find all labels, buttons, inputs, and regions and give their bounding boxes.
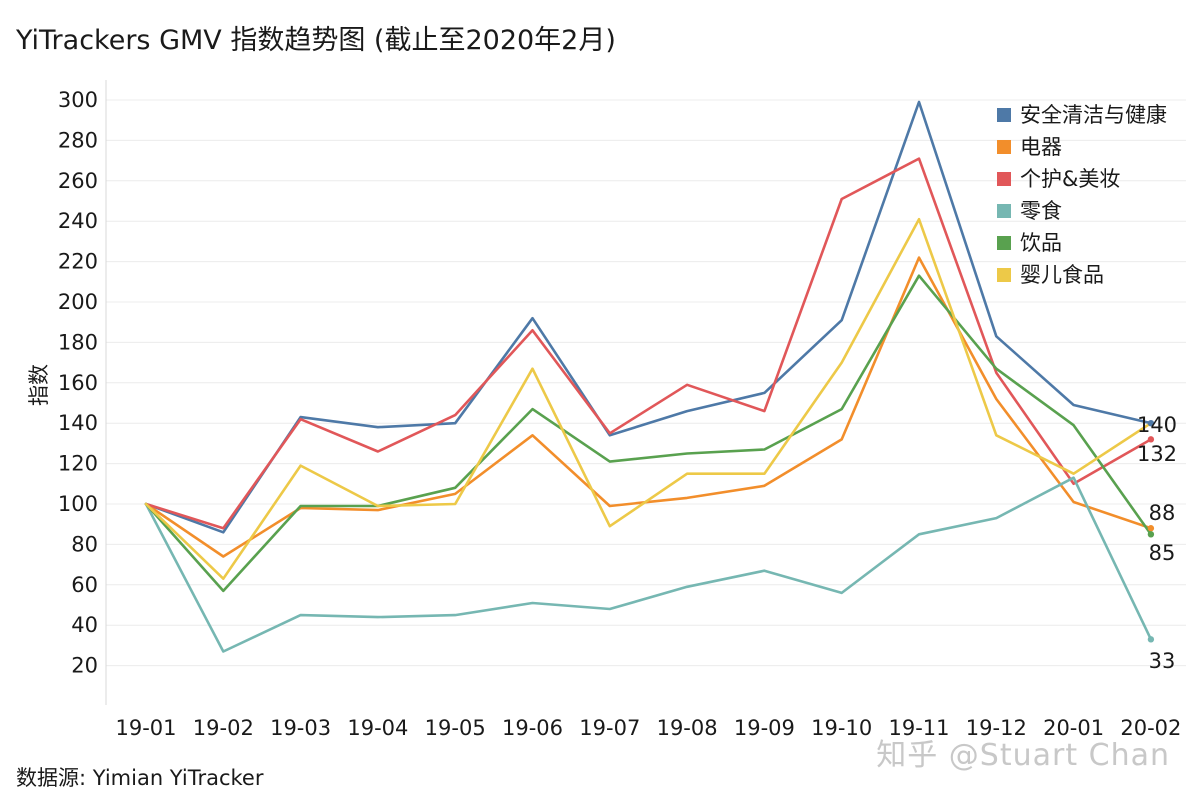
- legend-label: 零食: [1020, 199, 1062, 223]
- x-tick-label: 19-09: [734, 716, 795, 740]
- series-line: [144, 157, 1153, 530]
- x-tick-label: 19-04: [347, 716, 408, 740]
- end-value-label: 85: [1149, 541, 1176, 565]
- series-end-point: [1147, 636, 1155, 643]
- x-tick-label: 19-07: [579, 716, 640, 740]
- legend-label: 婴儿食品: [1020, 263, 1104, 287]
- x-tick-label: 19-01: [115, 716, 176, 740]
- y-tick-label: 60: [71, 573, 98, 597]
- series-line: [144, 274, 1153, 593]
- y-axis-label: 指数: [27, 364, 51, 406]
- y-tick-label: 260: [58, 169, 98, 193]
- y-axis-ticks: 20 40 60 80 100 120 140 160 180 200 220 240 260 280 30…: [58, 88, 98, 678]
- y-tick-label: 240: [58, 209, 98, 233]
- legend-swatch: [997, 204, 1011, 218]
- series-line: [144, 217, 1153, 581]
- legend-swatch: [997, 140, 1011, 154]
- series-line: [144, 476, 1153, 653]
- x-tick-label: 20-01: [1043, 716, 1104, 740]
- legend-swatch: [997, 236, 1011, 250]
- x-axis-ticks: 19-01 19-02 19-03 19-04 19-05 19-06 19-07 19-08…: [115, 716, 1181, 740]
- series-end-point: [1147, 531, 1155, 538]
- series-line: [144, 256, 1153, 558]
- end-value-label: 33: [1149, 649, 1176, 673]
- data-source-note: 数据源: Yimian YiTracker: [16, 766, 264, 790]
- legend-label: 安全清洁与健康: [1020, 103, 1167, 127]
- end-value-label: 132: [1137, 442, 1177, 466]
- series-end-point: [1147, 420, 1155, 427]
- x-tick-label: 19-05: [425, 716, 486, 740]
- x-tick-label: 19-11: [888, 716, 949, 740]
- grid-lines: [106, 99, 1186, 667]
- x-tick-label: 19-08: [657, 716, 718, 740]
- legend-swatch: [997, 172, 1011, 186]
- y-tick-label: 300: [58, 88, 98, 112]
- legend-swatch: [997, 268, 1011, 282]
- y-tick-label: 200: [58, 290, 98, 314]
- y-tick-label: 280: [58, 128, 98, 152]
- y-tick-label: 120: [58, 452, 98, 476]
- chart-title: YiTrackers GMV 指数趋势图 (截止至2020年2月): [16, 25, 616, 56]
- watermark: 知乎 @Stuart Chan: [876, 738, 1170, 773]
- series-end-point: [1147, 525, 1155, 532]
- x-tick-label: 20-02: [1120, 716, 1181, 740]
- series-lines: [144, 100, 1155, 653]
- x-tick-label: 19-06: [502, 716, 563, 740]
- y-tick-label: 160: [58, 371, 98, 395]
- y-tick-label: 20: [71, 654, 98, 678]
- end-value-labels: 140 132 88 85 33: [1137, 413, 1177, 673]
- x-tick-label: 19-02: [193, 716, 254, 740]
- series-line: [144, 100, 1153, 534]
- y-tick-label: 140: [58, 411, 98, 435]
- series-end-point: [1147, 436, 1155, 443]
- x-tick-label: 19-12: [966, 716, 1027, 740]
- y-tick-label: 40: [71, 613, 98, 637]
- legend-label: 电器: [1020, 135, 1062, 159]
- x-tick-label: 19-10: [811, 716, 872, 740]
- y-tick-label: 220: [58, 250, 98, 274]
- legend-swatch: [997, 108, 1011, 122]
- x-tick-label: 19-03: [270, 716, 331, 740]
- end-value-label: 140: [1137, 413, 1177, 437]
- y-tick-label: 100: [58, 492, 98, 516]
- legend-label: 个护&美妆: [1020, 167, 1120, 191]
- legend-label: 饮品: [1020, 231, 1062, 255]
- y-tick-label: 80: [71, 532, 98, 556]
- y-tick-label: 180: [58, 330, 98, 354]
- end-value-label: 88: [1149, 501, 1176, 525]
